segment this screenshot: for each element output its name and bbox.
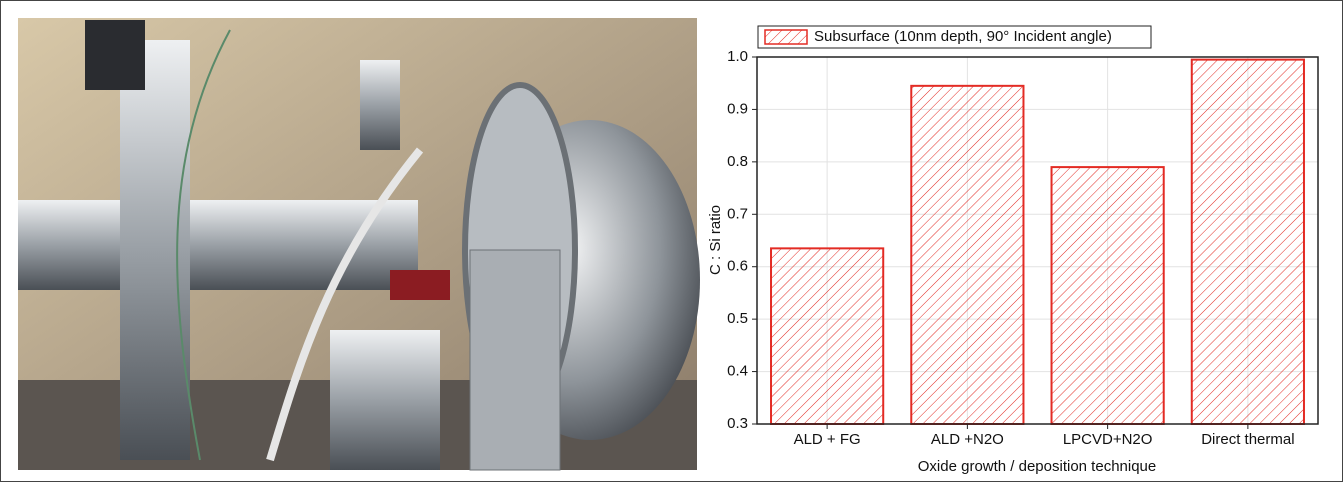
legend-swatch: [764, 29, 808, 45]
x-tick-label: ALD +N2O: [931, 431, 1004, 448]
y-tick-label: 0.9: [727, 100, 748, 117]
x-tick-label: LPCVD+N2O: [1063, 431, 1153, 448]
x-axis-label: Oxide growth / deposition technique: [918, 458, 1156, 475]
bar: [910, 84, 1025, 425]
bar: [1050, 166, 1165, 425]
legend-box: [757, 25, 1152, 49]
y-tick-label: 0.6: [727, 258, 748, 275]
lab-photo: [18, 18, 700, 471]
x-tick-label: ALD + FG: [794, 431, 861, 448]
y-tick-label: 0.3: [727, 415, 748, 432]
y-tick-label: 0.4: [727, 363, 748, 380]
legend-label: Subsurface (10nm depth, 90° Incident ang…: [814, 28, 1112, 45]
bar: [770, 247, 885, 425]
y-tick-label: 0.5: [727, 310, 748, 327]
y-tick-label: 0.7: [727, 205, 748, 222]
plot-frame: [756, 56, 1319, 425]
y-tick-label: 1.0: [727, 48, 748, 65]
x-tick-label: Direct thermal: [1201, 431, 1294, 448]
y-axis-label: C : Si ratio: [707, 205, 724, 275]
bar: [1190, 58, 1305, 425]
y-tick-label: 0.8: [727, 153, 748, 170]
